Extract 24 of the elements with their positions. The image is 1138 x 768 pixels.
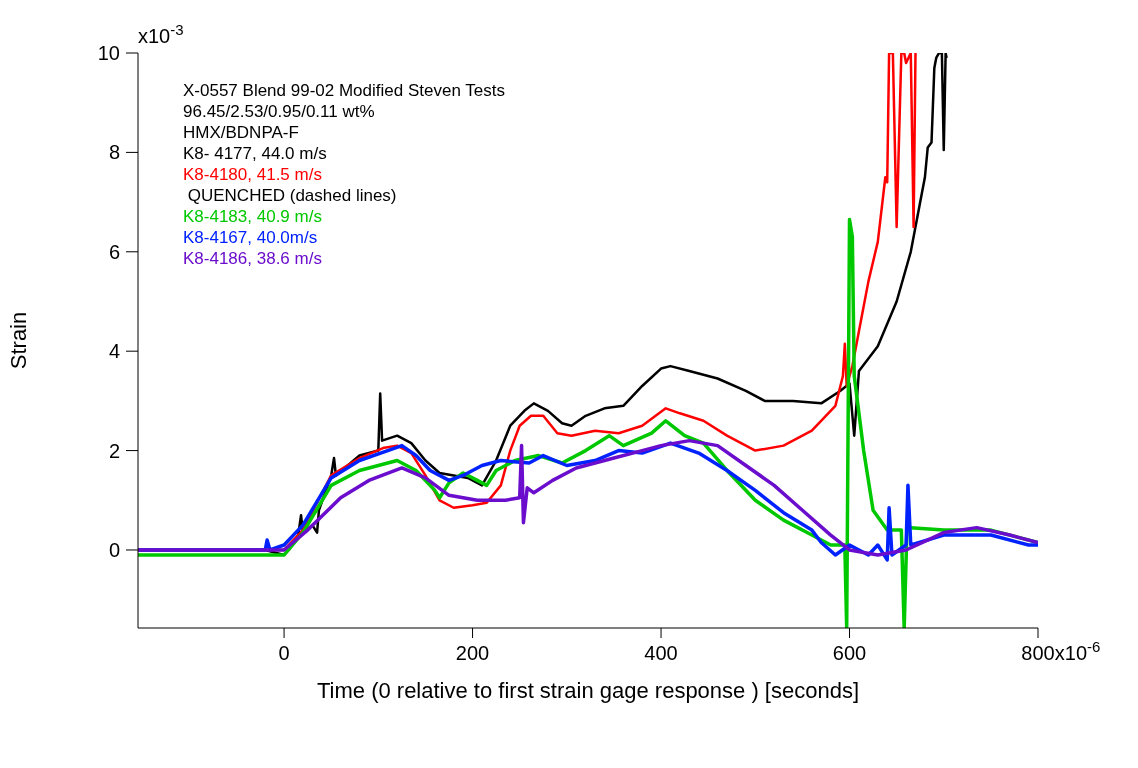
annotation: QUENCHED (dashed lines) — [187, 186, 397, 205]
text: x10$^{-6}$ — [1054, 637, 1101, 664]
text: K8- 4177, 44.0 m/s — [183, 143, 328, 164]
x-tick-label: 800 — [1021, 642, 1055, 664]
text: K8-4186, 38.6 m/s — [183, 248, 323, 269]
text: x10$^{-3}$ — [138, 20, 184, 47]
x-tick-label: 600 — [832, 642, 867, 664]
x-tick-label: 400 — [644, 642, 678, 664]
y-tick-label: 0 — [108, 538, 120, 561]
y-tick-label: 4 — [108, 340, 120, 363]
y-axis-title: Strain — [5, 311, 31, 370]
annotation: HMX/BDNPA-F — [183, 123, 299, 142]
y-tick-label: 10 — [97, 42, 120, 64]
y-tick-label: 8 — [108, 141, 120, 164]
text: K8-4180, 41.5 m/s — [183, 164, 323, 185]
text: X-0557 Blend 99-02 Modified Steven Tests — [183, 81, 505, 100]
x-axis-title: Time (0 relative to first strain gage response ) [seconds] — [316, 678, 860, 703]
text: K8-4183, 40.9 m/s — [183, 206, 323, 227]
x-tick-label: 0 — [278, 642, 290, 664]
y-tick-label: 6 — [108, 240, 120, 263]
y-tick-label: 2 — [108, 439, 120, 462]
text: K8-4167, 40.0m/s — [183, 227, 319, 248]
text: 96.45/2.53/0.95/0.11 wt% — [183, 102, 375, 121]
x-tick-label: 200 — [455, 642, 490, 664]
